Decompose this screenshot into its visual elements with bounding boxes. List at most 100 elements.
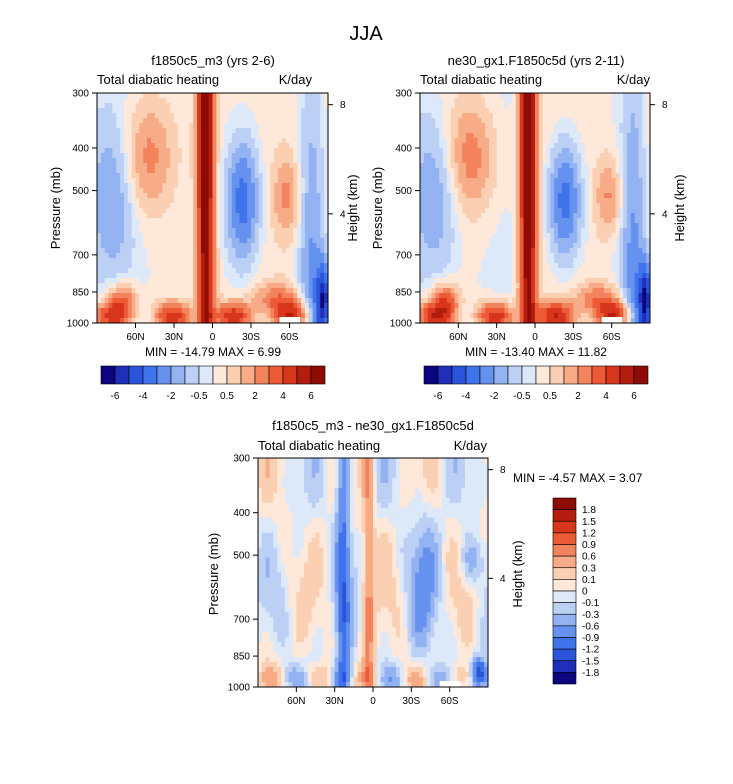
panel-1-cell xyxy=(251,138,256,144)
panel-1-cell xyxy=(131,103,136,109)
panel-1-cell xyxy=(204,188,210,194)
panel-2-cell xyxy=(607,158,613,164)
panel-1-cell xyxy=(120,143,125,149)
panel-1-cell xyxy=(200,128,206,134)
panel-1-cell xyxy=(293,243,298,249)
panel-1-cell xyxy=(170,113,175,119)
panel-1-cell xyxy=(254,173,260,179)
panel-1-cell xyxy=(220,218,225,224)
panel-1-cell xyxy=(120,218,125,224)
panel-1-cell xyxy=(224,263,229,269)
panel-1-cell xyxy=(258,103,263,109)
panel-1-cell xyxy=(285,133,290,139)
panel-1-cell xyxy=(150,213,156,219)
panel-2-cell xyxy=(538,258,544,264)
panel-1-cell xyxy=(324,193,329,199)
panel-2-cell xyxy=(565,248,570,254)
panel-1-cell xyxy=(316,298,321,304)
panel-1-cell xyxy=(251,318,256,324)
panel-2-cell xyxy=(458,263,463,269)
panel-1-cell xyxy=(147,103,152,109)
panel-2-cell xyxy=(443,93,448,99)
panel-1-cell xyxy=(127,123,133,129)
panel-1-cell xyxy=(154,113,159,119)
panel-2-cell xyxy=(515,223,521,229)
panel-2-cell xyxy=(458,138,463,144)
panel-2-cell xyxy=(600,198,605,204)
panel-2-cell xyxy=(492,243,498,249)
panel-1-cell xyxy=(116,268,121,274)
panel-1-cell xyxy=(251,188,256,194)
panel-1-cell xyxy=(247,263,252,269)
panel-1-cell xyxy=(324,248,329,254)
panel-1-cell xyxy=(162,98,167,104)
panel-2-cell xyxy=(561,143,567,149)
panel-2-cell xyxy=(489,128,494,134)
panel-1-cell xyxy=(200,193,206,199)
panel-2-cell xyxy=(420,223,425,229)
panel-1-cell xyxy=(162,293,167,299)
panel-2-cell xyxy=(504,228,509,234)
panel-2-cell xyxy=(542,243,547,249)
panel-2-cell xyxy=(611,218,616,224)
panel-2-cell xyxy=(611,108,616,114)
panel-2-cell xyxy=(427,183,432,189)
panel-1-cell xyxy=(197,208,202,214)
panel-1-cell xyxy=(166,243,171,249)
panel-2-cell xyxy=(623,113,628,119)
panel-1-cell xyxy=(154,168,159,174)
panel-2-cell xyxy=(592,138,597,144)
panel-2-cell xyxy=(584,213,590,219)
panel-2-cell xyxy=(607,153,613,159)
panel-1-cell xyxy=(220,138,225,144)
panel-2-cell xyxy=(577,98,582,104)
panel-1-cell xyxy=(258,218,263,224)
panel-1-cell xyxy=(270,118,275,124)
panel-1-cell xyxy=(216,158,221,164)
panel-2-cell xyxy=(527,218,532,224)
panel-1-cell xyxy=(112,288,117,294)
panel-1-cell xyxy=(127,208,133,214)
panel-1-cell xyxy=(193,173,198,179)
panel-1-cell xyxy=(293,108,298,114)
panel-2-cell xyxy=(584,118,590,124)
panel-1-cell xyxy=(285,278,290,284)
panel-2-cell xyxy=(485,243,490,249)
panel-2-cell xyxy=(427,188,432,194)
panel-1-cell xyxy=(123,138,129,144)
panel-1-cell xyxy=(197,183,202,189)
panel-1-cell xyxy=(308,143,313,149)
panel-2-cell xyxy=(508,128,513,134)
panel-1-cell xyxy=(285,168,290,174)
panel-1-cell xyxy=(204,278,210,284)
panel-2-cell xyxy=(435,243,440,249)
panel-2-cell xyxy=(588,143,593,149)
panel-1-cell xyxy=(281,143,287,149)
panel-1-cell xyxy=(150,178,156,184)
panel-1-cell xyxy=(270,228,275,234)
panel-1-cell xyxy=(220,183,225,189)
panel-1-cell xyxy=(147,278,152,284)
panel-2-cell xyxy=(558,118,563,124)
panel-1-cell xyxy=(197,188,202,194)
panel-1-cell xyxy=(216,108,221,114)
panel-1-cell xyxy=(212,143,217,149)
panel-1-cell xyxy=(135,268,140,274)
panel-1-cell xyxy=(104,148,109,154)
panel-1-cell xyxy=(123,303,129,309)
panel-2-cell xyxy=(481,188,486,194)
panel-1-cell xyxy=(324,293,329,299)
panel-1-cell xyxy=(301,248,306,254)
panel-1-cell xyxy=(204,223,210,229)
panel-1-cell xyxy=(123,308,129,314)
panel-1-cell xyxy=(139,208,144,214)
panel-1-cell xyxy=(220,198,225,204)
panel-1-cell xyxy=(251,293,256,299)
panel-1-cell xyxy=(112,133,117,139)
panel-2-cell xyxy=(619,118,624,124)
panel-2-cell xyxy=(611,143,616,149)
panel-1-cell xyxy=(231,253,236,259)
panel-2-cell xyxy=(588,113,593,119)
panel-2-cell xyxy=(604,233,609,239)
panel-1-cell xyxy=(293,103,298,109)
